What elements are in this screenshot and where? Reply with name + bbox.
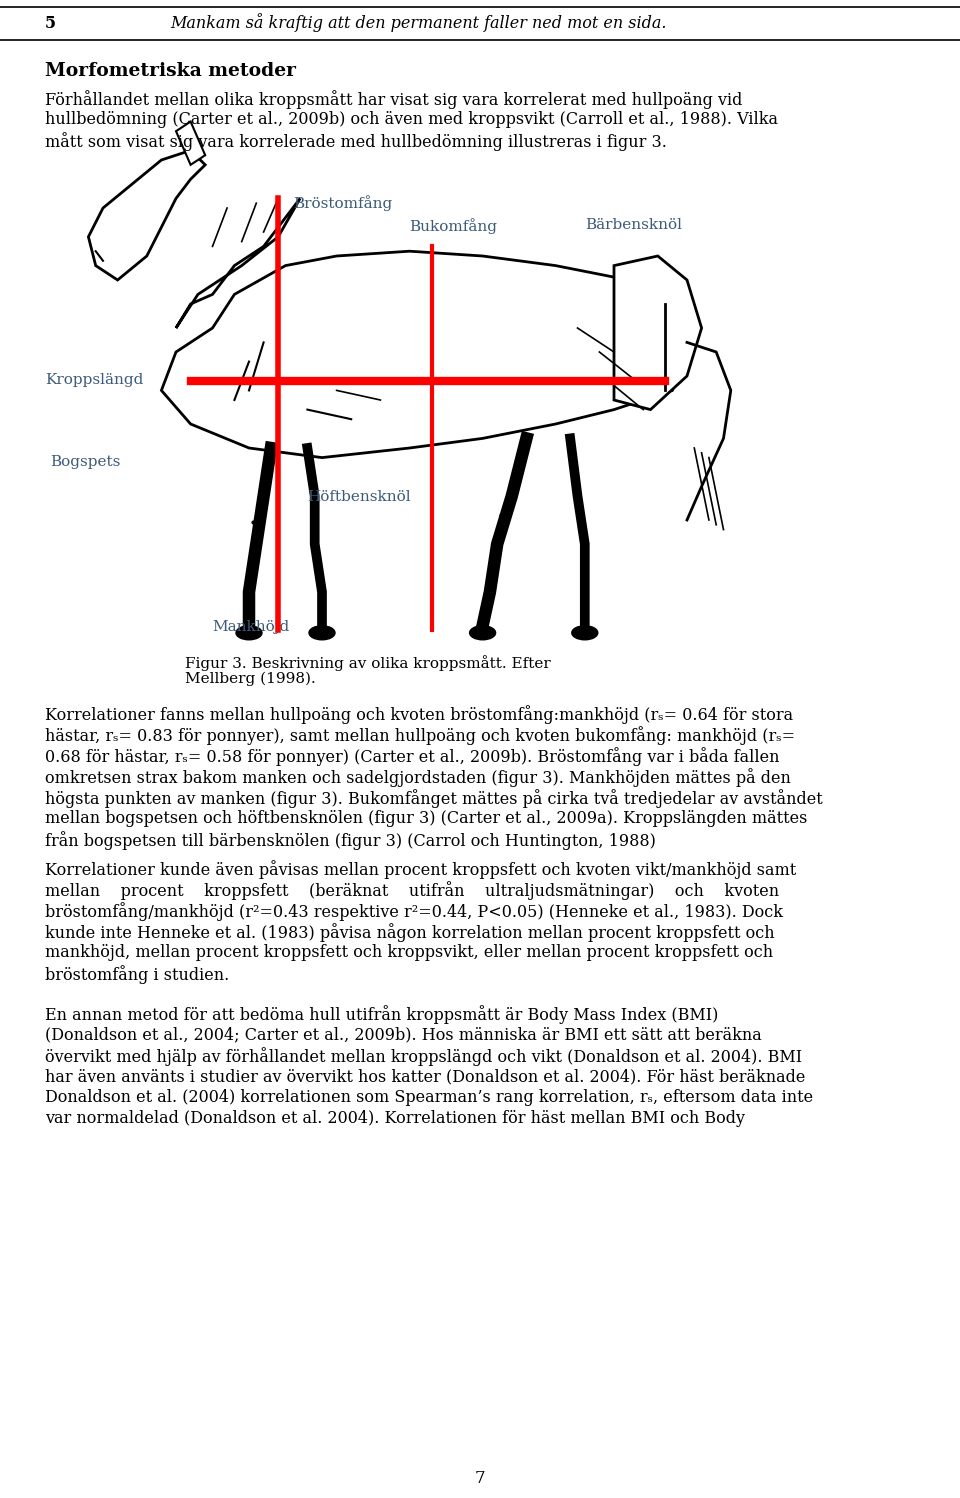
Text: Korrelationer kunde även påvisas mellan procent kroppsfett och kvoten vikt/mankh: Korrelationer kunde även påvisas mellan … [45, 860, 796, 879]
Text: Figur 3. Beskrivning av olika kroppsmått. Efter: Figur 3. Beskrivning av olika kroppsmått… [185, 655, 551, 671]
Text: högsta punkten av manken (figur 3). Bukomfånget mättes på cirka två tredjedelar : högsta punkten av manken (figur 3). Buko… [45, 789, 823, 807]
Text: bröstomfång/mankhöjd (r²=0.43 respektive r²=0.44, P<0.05) (Henneke et al., 1983): bröstomfång/mankhöjd (r²=0.43 respektive… [45, 902, 783, 921]
Text: (Donaldson et al., 2004; Carter et al., 2009b). Hos människa är BMI ett sätt att: (Donaldson et al., 2004; Carter et al., … [45, 1026, 761, 1043]
Text: En annan metod för att bedöma hull utifrån kroppsmått är Body Mass Index (BMI): En annan metod för att bedöma hull utifr… [45, 1005, 718, 1025]
Text: var normaldelad (Donaldson et al. 2004). Korrelationen för häst mellan BMI och B: var normaldelad (Donaldson et al. 2004).… [45, 1110, 745, 1126]
Text: Höftbensknöl: Höftbensknöl [307, 490, 411, 503]
Ellipse shape [309, 626, 335, 640]
Polygon shape [176, 121, 205, 165]
Polygon shape [161, 252, 687, 457]
Text: Bukomfång: Bukomfång [410, 219, 497, 234]
Text: 7: 7 [474, 1470, 486, 1488]
Text: Korrelationer fanns mellan hullpoäng och kvoten bröstomfång:mankhöjd (rₛ= 0.64 f: Korrelationer fanns mellan hullpoäng och… [45, 706, 793, 724]
Text: mellan    procent    kroppsfett    (beräknat    utifrån    ultraljudsmätningar) : mellan procent kroppsfett (beräknat utif… [45, 881, 780, 900]
Text: övervikt med hjälp av förhållandet mellan kroppslängd och vikt (Donaldson et al.: övervikt med hjälp av förhållandet mella… [45, 1047, 803, 1067]
Text: omkretsen strax bakom manken och sadelgjordstaden (figur 3). Mankhöjden mättes p: omkretsen strax bakom manken och sadelgj… [45, 768, 791, 786]
Text: Morfometriska metoder: Morfometriska metoder [45, 61, 296, 79]
Text: Bärbensknöl: Bärbensknöl [585, 219, 682, 232]
Text: hullbedömning (Carter et al., 2009b) och även med kroppsvikt (Carroll et al., 19: hullbedömning (Carter et al., 2009b) och… [45, 111, 778, 127]
Text: Bröstomfång: Bröstomfång [293, 195, 392, 211]
Text: har även använts i studier av övervikt hos katter (Donaldson et al. 2004). För h: har även använts i studier av övervikt h… [45, 1068, 805, 1085]
Text: Mankam så kraftig att den permanent faller ned mot en sida.: Mankam så kraftig att den permanent fall… [170, 13, 666, 33]
Text: mankhöjd, mellan procent kroppsfett och kroppsvikt, eller mellan procent kroppsf: mankhöjd, mellan procent kroppsfett och … [45, 944, 773, 962]
Polygon shape [176, 198, 300, 328]
Text: 5: 5 [45, 15, 56, 31]
Text: 0.68 för hästar, rₛ= 0.58 för ponnyer) (Carter et al., 2009b). Bröstomfång var i: 0.68 för hästar, rₛ= 0.58 för ponnyer) (… [45, 748, 780, 765]
Text: bröstomfång i studien.: bröstomfång i studien. [45, 965, 229, 984]
Ellipse shape [236, 626, 262, 640]
Text: mellan bogspetsen och höftbensknölen (figur 3) (Carter et al., 2009a). Kroppslän: mellan bogspetsen och höftbensknölen (fi… [45, 810, 807, 827]
Text: Donaldson et al. (2004) korrelationen som Spearman’s rang korrelation, rₛ, efter: Donaldson et al. (2004) korrelationen so… [45, 1089, 813, 1106]
Text: Mellberg (1998).: Mellberg (1998). [185, 673, 316, 686]
Text: Förhållandet mellan olika kroppsmått har visat sig vara korrelerat med hullpoäng: Förhållandet mellan olika kroppsmått har… [45, 90, 742, 109]
Text: kunde inte Henneke et al. (1983) påvisa någon korrelation mellan procent kroppsf: kunde inte Henneke et al. (1983) påvisa … [45, 923, 775, 942]
Text: hästar, rₛ= 0.83 för ponnyer), samt mellan hullpoäng och kvoten bukomfång: mankh: hästar, rₛ= 0.83 för ponnyer), samt mell… [45, 727, 795, 745]
Text: från bogspetsen till bärbensknölen (figur 3) (Carrol och Huntington, 1988): från bogspetsen till bärbensknölen (figu… [45, 831, 656, 849]
Text: Kroppslängd: Kroppslängd [45, 373, 143, 386]
Text: Bogspets: Bogspets [50, 455, 120, 469]
Polygon shape [88, 150, 205, 280]
Text: mått som visat sig vara korrelerade med hullbedömning illustreras i figur 3.: mått som visat sig vara korrelerade med … [45, 132, 667, 151]
Polygon shape [614, 256, 702, 409]
Ellipse shape [572, 626, 598, 640]
Text: Mankhöjd: Mankhöjd [212, 620, 290, 634]
Ellipse shape [469, 626, 495, 640]
